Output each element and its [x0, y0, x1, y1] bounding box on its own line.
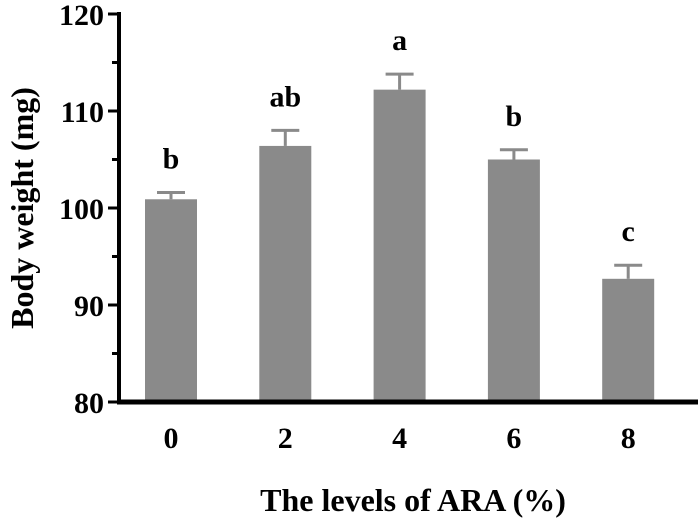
y-tick-label: 80: [74, 387, 104, 420]
y-tick-label: 120: [59, 0, 104, 32]
x-tick-label: 8: [621, 422, 636, 455]
x-ticks-group: 0 2 4 6 8: [164, 422, 636, 455]
x-tick-label: 4: [392, 422, 407, 455]
bar-6: [487, 159, 540, 402]
error-bars-group: [157, 72, 643, 279]
y-ticks-group: 80 90 100 110 120: [59, 0, 119, 420]
bars-group: [145, 89, 655, 403]
significance-letter: ab: [269, 80, 301, 113]
significance-letter: b: [163, 142, 180, 175]
significance-letter: b: [506, 100, 523, 133]
bar-2: [259, 145, 312, 403]
y-axis-title: Body weight (mg): [4, 87, 40, 329]
y-tick-label: 100: [59, 193, 104, 226]
significance-letter: a: [392, 24, 407, 57]
x-tick-label: 0: [164, 422, 179, 455]
y-tick-label: 90: [74, 290, 104, 323]
x-axis-title: The levels of ARA (%): [260, 482, 566, 518]
bar-0: [145, 199, 197, 402]
bar-8: [602, 278, 655, 402]
y-tick-label: 110: [61, 96, 104, 129]
significance-letter: c: [622, 215, 635, 248]
x-tick-label: 6: [506, 422, 521, 455]
bar-4: [373, 89, 426, 402]
x-tick-label: 2: [278, 422, 293, 455]
